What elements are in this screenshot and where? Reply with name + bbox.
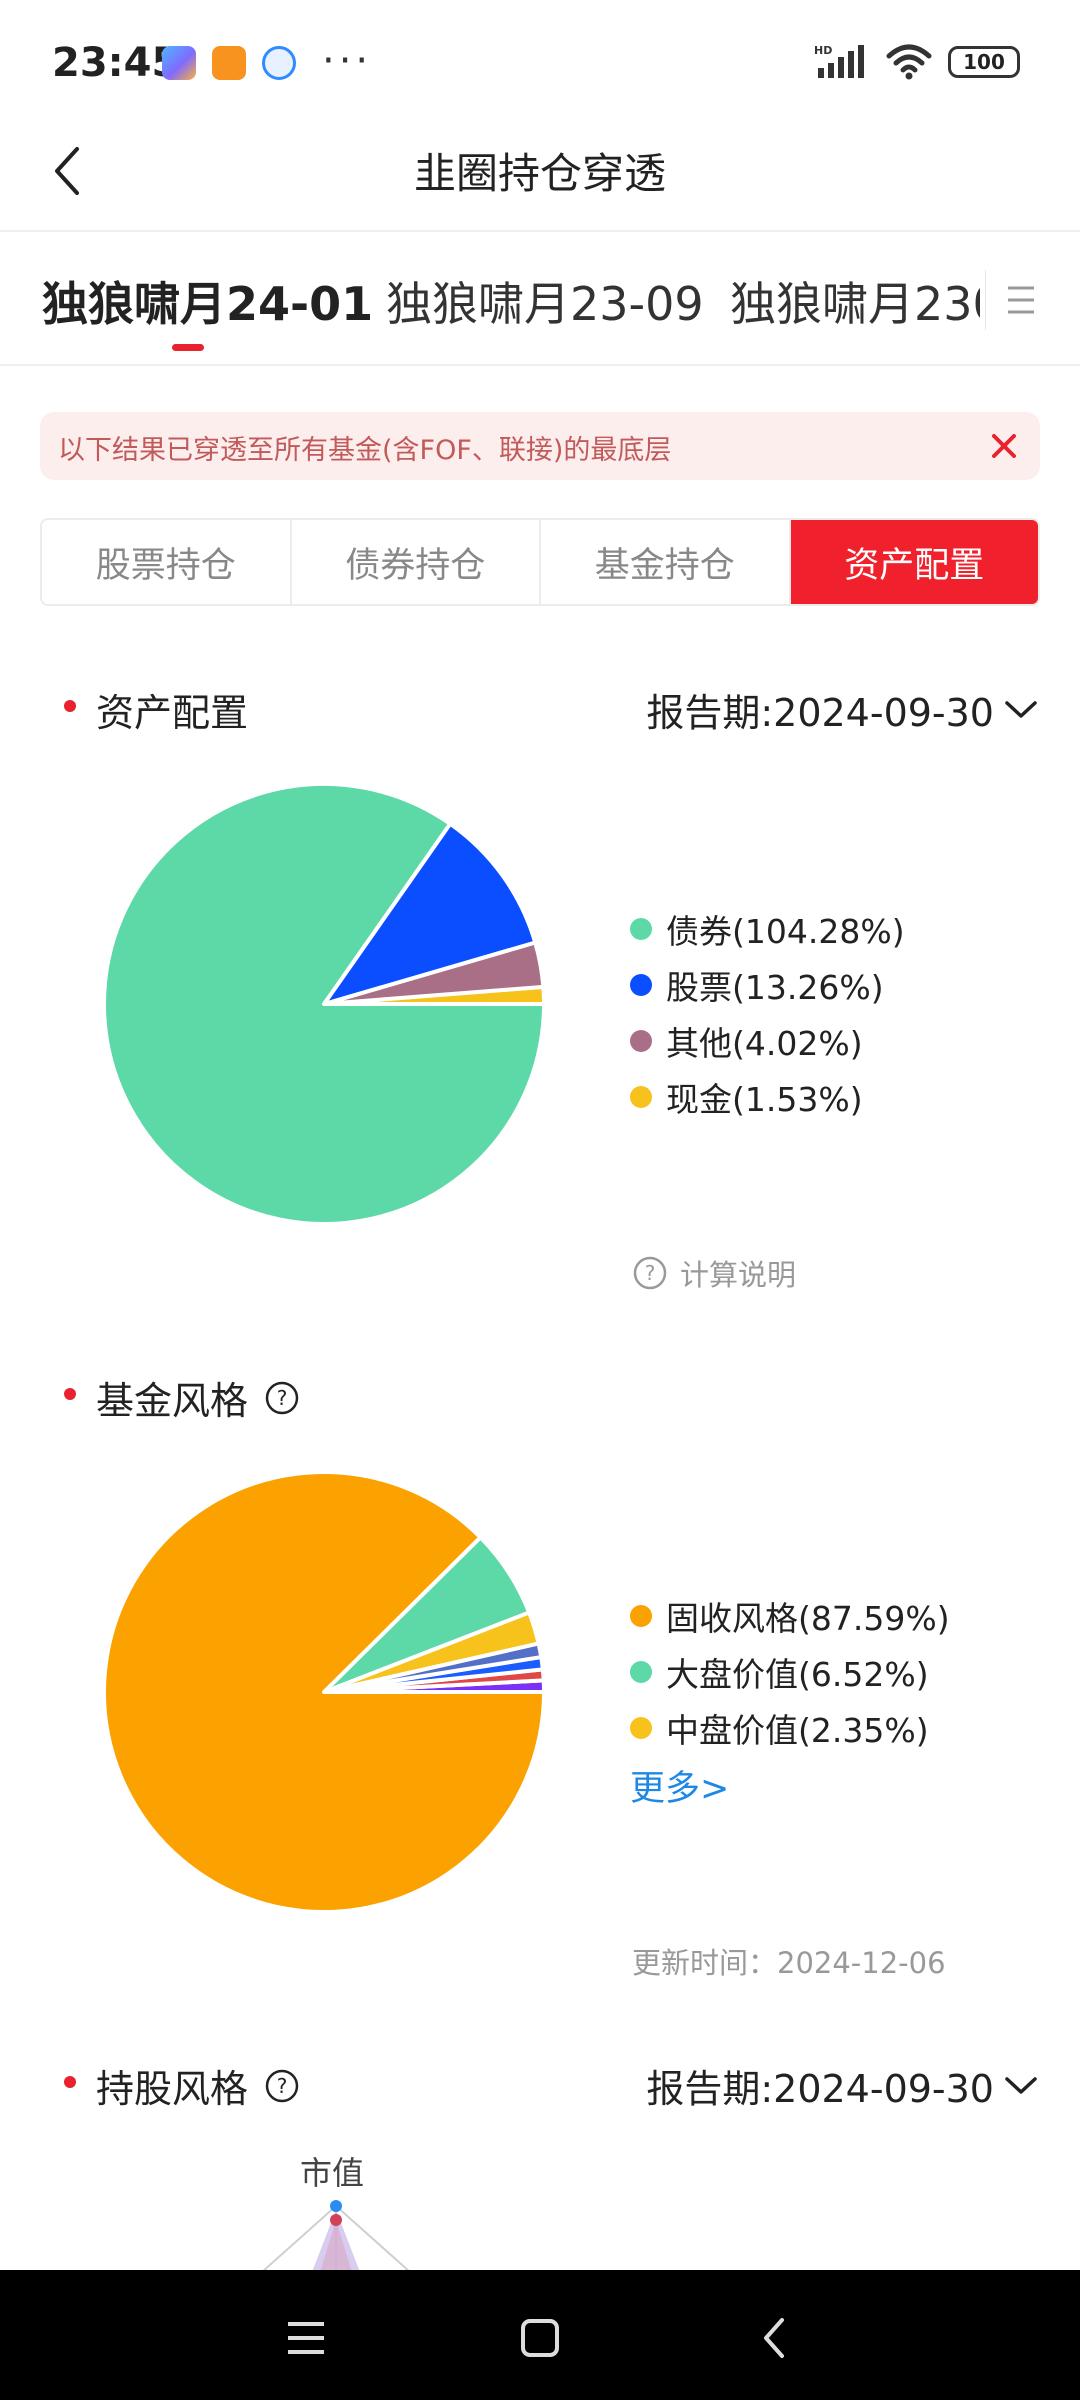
- legend-label: 固收风格(87.59%): [666, 1599, 950, 1638]
- app-notification-icon: [162, 46, 196, 80]
- update-time: 更新时间：2024-12-06: [632, 1946, 946, 1980]
- radar-axis-label: 市值: [300, 2154, 365, 2192]
- wifi-icon: [886, 44, 932, 80]
- holding-style-header: 持股风格 ? 报告期:2024-09-30: [0, 2052, 1080, 2112]
- legend-label: 中盘价值(2.35%): [666, 1711, 929, 1750]
- pie-slice-固收风格[interactable]: [102, 1470, 546, 1914]
- legend-swatch: [630, 1605, 652, 1627]
- status-time: 23:45: [52, 40, 180, 86]
- holdings-segmented-control: 股票持仓 债券持仓 基金持仓 资产配置: [40, 518, 1040, 606]
- section-title: 持股风格: [96, 2067, 249, 2111]
- more-notifications-icon: ···: [322, 38, 373, 84]
- legend-label: 其他(4.02%): [666, 1024, 863, 1063]
- legend-swatch: [630, 918, 652, 940]
- asset-allocation-legend: 债券(104.28%) 股票(13.26%) 其他(4.02%) 现金(1.53…: [630, 901, 905, 1125]
- section-title: 基金风格: [96, 1379, 249, 1423]
- legend-swatch: [630, 974, 652, 996]
- report-period-label: 报告期:2024-09-30: [646, 691, 994, 735]
- legend-label: 大盘价值(6.52%): [666, 1655, 929, 1694]
- fund-tab-2[interactable]: 独狼啸月23-09: [386, 277, 704, 331]
- fund-tabs: 独狼啸月24-01 独狼啸月23-09 独狼啸月230: [0, 240, 1080, 360]
- section-dot: [64, 1388, 76, 1400]
- help-icon[interactable]: ?: [264, 1380, 300, 1416]
- fund-style-legend: 固收风格(87.59%) 大盘价值(6.52%) 中盘价值(2.35%) 更多>: [630, 1588, 950, 1811]
- chevron-left-icon: [764, 2318, 784, 2358]
- notice-banner: 以下结果已穿透至所有基金(含FOF、联接)的最底层: [40, 412, 1040, 480]
- legend-swatch: [630, 1661, 652, 1683]
- help-icon: ?: [633, 1256, 667, 1290]
- legend-swatch: [630, 1717, 652, 1739]
- legend-label: 现金(1.53%): [666, 1080, 863, 1119]
- legend-swatch: [630, 1030, 652, 1052]
- close-icon: [992, 434, 1016, 458]
- svg-text:?: ?: [277, 1386, 288, 1410]
- legend-item: 股票(13.26%): [630, 957, 905, 1013]
- system-back-button[interactable]: [744, 2308, 804, 2368]
- tab-asset-allocation[interactable]: 资产配置: [790, 520, 1038, 604]
- pie-slice-债券[interactable]: [102, 782, 546, 1226]
- chevron-down-icon: [1005, 2076, 1037, 2094]
- svg-text:HD: HD: [814, 44, 832, 57]
- fund-tab-3-container: 独狼啸月230: [730, 268, 980, 334]
- back-button[interactable]: [32, 136, 102, 206]
- home-square-icon: [521, 2319, 559, 2357]
- divider: [0, 230, 1080, 232]
- app-notification-icon: [212, 46, 246, 80]
- app-notification-icon: [262, 46, 296, 80]
- legend-item: 债券(104.28%): [630, 901, 905, 957]
- tab-bond-holdings[interactable]: 债券持仓: [292, 520, 541, 604]
- legend-label: 债券(104.28%): [666, 912, 905, 951]
- fund-tab-3[interactable]: 独狼啸月230: [730, 277, 980, 331]
- recent-apps-button[interactable]: [276, 2308, 336, 2368]
- svg-text:?: ?: [645, 1261, 656, 1285]
- page-title: 韭圈持仓穿透: [413, 149, 666, 198]
- header: 韭圈持仓穿透: [0, 130, 1080, 230]
- system-navigation-bar: [0, 2270, 1080, 2400]
- section-dot: [64, 700, 76, 712]
- section-dot: [64, 2076, 76, 2088]
- calculation-note-label: 计算说明: [680, 1258, 797, 1292]
- chevron-down-icon: [1005, 700, 1037, 718]
- menu-icon: [288, 2322, 324, 2354]
- fund-tab-1[interactable]: 独狼啸月24-01: [42, 277, 374, 331]
- asset-allocation-pie-chart: [102, 782, 546, 1226]
- pie-slice-股票[interactable]: [322, 821, 538, 1006]
- active-tab-indicator: [172, 344, 204, 351]
- radar-point: [330, 2200, 342, 2212]
- legend-item: 大盘价值(6.52%): [630, 1644, 950, 1700]
- legend-swatch: [630, 1086, 652, 1108]
- tab-stock-holdings[interactable]: 股票持仓: [42, 520, 292, 604]
- section-title: 资产配置: [96, 691, 249, 735]
- svg-text:?: ?: [277, 2074, 288, 2098]
- legend-item: 现金(1.53%): [630, 1069, 905, 1125]
- chevron-left-icon: [55, 147, 79, 195]
- legend-label: 股票(13.26%): [666, 968, 884, 1007]
- tabs-menu-button[interactable]: [985, 270, 1055, 330]
- menu-icon: [1007, 286, 1034, 314]
- more-styles-link[interactable]: 更多>: [630, 1769, 730, 1809]
- fund-style-pie-chart: [102, 1470, 547, 1914]
- battery-icon: 100: [948, 46, 1020, 78]
- divider: [0, 364, 1080, 366]
- help-icon[interactable]: ?: [264, 2068, 300, 2104]
- holding-style-radar-chart: [261, 2200, 411, 2272]
- signal-icon: HD: [814, 44, 864, 78]
- tab-fund-holdings[interactable]: 基金持仓: [541, 520, 791, 604]
- radar-point: [330, 2214, 342, 2226]
- notice-text: 以下结果已穿透至所有基金(含FOF、联接)的最底层: [58, 435, 672, 466]
- status-icons: HD 100: [814, 44, 1020, 80]
- fund-style-header: 基金风格 ?: [0, 1364, 1080, 1424]
- notice-close-button[interactable]: [982, 424, 1026, 468]
- legend-item: 固收风格(87.59%): [630, 1588, 950, 1644]
- calculation-note-link[interactable]: ? 计算说明: [632, 1252, 796, 1294]
- legend-item: 中盘价值(2.35%): [630, 1700, 950, 1756]
- asset-allocation-header: 资产配置 报告期:2024-09-30: [0, 676, 1080, 736]
- report-period-label: 报告期:2024-09-30: [646, 2067, 994, 2111]
- report-period-selector[interactable]: 报告期:2024-09-30: [646, 682, 1038, 737]
- home-button[interactable]: [510, 2308, 570, 2368]
- report-period-selector[interactable]: 报告期:2024-09-30: [646, 2058, 1038, 2113]
- legend-item: 其他(4.02%): [630, 1013, 905, 1069]
- status-bar: 23:45 ··· HD 100: [0, 0, 1080, 130]
